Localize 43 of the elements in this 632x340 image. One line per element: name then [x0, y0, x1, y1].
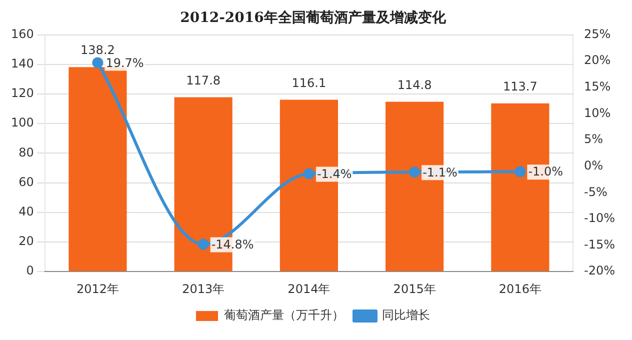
y2-tick-label: 0% — [584, 158, 604, 172]
data-label: 113.7 — [503, 79, 538, 94]
data-label: 114.8 — [397, 78, 432, 92]
y-tick-label: 80 — [18, 145, 34, 160]
y-tick-label: 160 — [11, 26, 34, 41]
y2-tick-label: -5% — [584, 184, 608, 199]
y-tick-label: 0 — [26, 264, 34, 278]
data-label: -1.1% — [422, 165, 458, 180]
bar — [68, 67, 127, 272]
y2-tick-label: -15% — [584, 237, 616, 252]
y2-tick-label: 20% — [584, 53, 611, 68]
y2-tick-label: -20% — [584, 264, 616, 278]
legend-label: 同比增长 — [382, 308, 430, 322]
y-tick-label: 20 — [18, 234, 34, 248]
point — [409, 166, 420, 178]
data-label: -1.0% — [528, 164, 564, 179]
y-tick-label: 120 — [11, 86, 34, 100]
point — [92, 57, 104, 68]
y2-tick-label: 10% — [584, 106, 611, 120]
legend-label: 葡萄酒产量（万千升） — [224, 308, 344, 322]
y-tick-label: 60 — [18, 174, 34, 189]
data-label: 138.2 — [80, 43, 115, 58]
x-tick-label: 2012年 — [76, 282, 119, 296]
y2-tick-label: 5% — [584, 132, 604, 146]
y-tick-label: 40 — [18, 204, 34, 219]
y2-tick-label: -10% — [584, 211, 616, 226]
data-label: 117.8 — [186, 73, 221, 88]
chart-title: 2012-2016年全国葡萄酒产量及增减变化 — [180, 9, 447, 26]
data-label: -1.4% — [316, 166, 352, 181]
y-tick-label: 100 — [11, 116, 34, 130]
y2-tick-label: 15% — [584, 80, 611, 94]
data-label: -14.8% — [211, 237, 254, 252]
data-label: 19.7% — [106, 56, 144, 70]
y2-tick-label: 25% — [584, 26, 611, 41]
data-label: 116.1 — [292, 76, 326, 90]
point — [198, 238, 209, 250]
x-tick-label: 2015年 — [393, 282, 436, 296]
point — [514, 166, 526, 178]
x-tick-label: 2013年 — [182, 282, 225, 296]
point — [303, 168, 314, 180]
y-tick-label: 140 — [11, 56, 34, 71]
x-tick-label: 2014年 — [288, 282, 330, 296]
x-tick-label: 2016年 — [498, 282, 542, 296]
